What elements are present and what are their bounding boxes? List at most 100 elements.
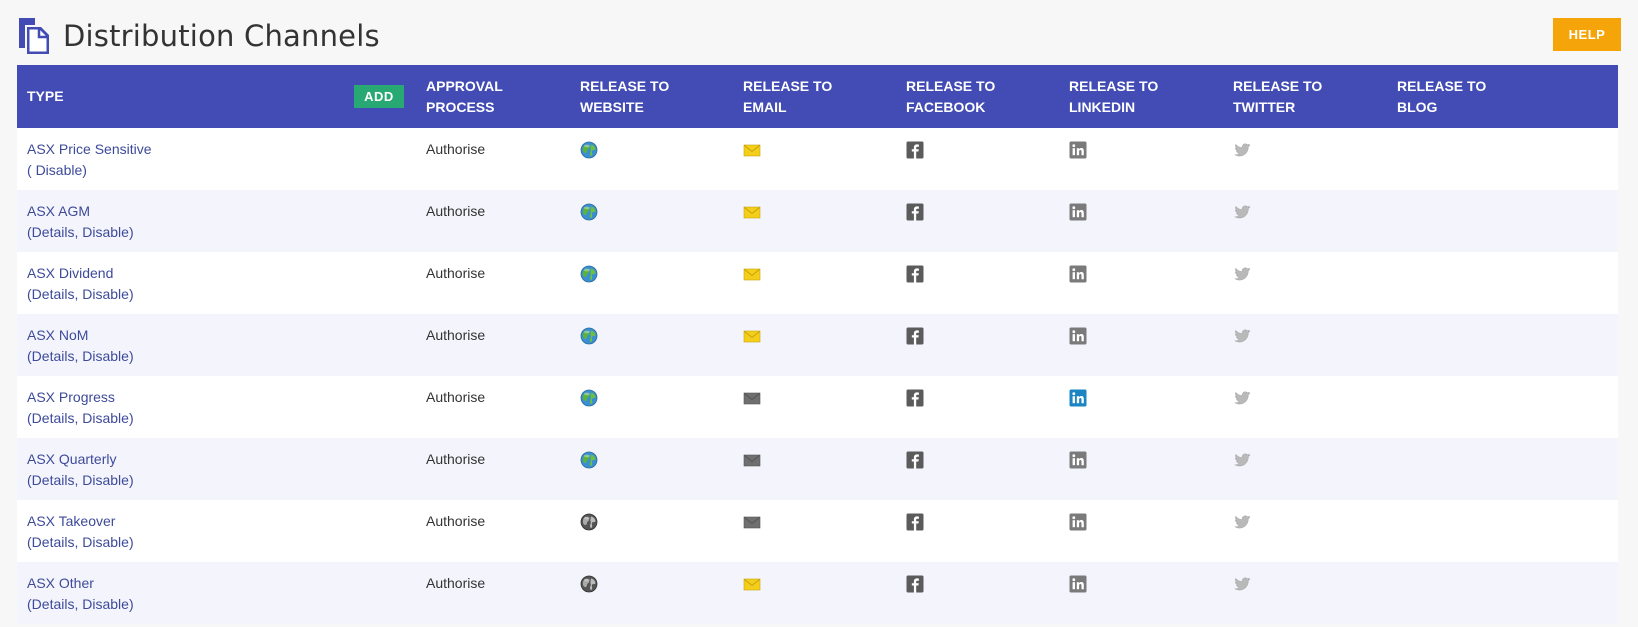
website-cell (570, 438, 733, 500)
table-row: ASX NoM (Details, Disable) Authorise (17, 314, 1618, 376)
details-link[interactable]: Details (31, 534, 75, 550)
envelope-icon[interactable] (743, 203, 761, 221)
help-button[interactable]: HELP (1553, 18, 1621, 51)
type-name-link[interactable]: ASX AGM (27, 203, 91, 219)
paren-close: ) (128, 348, 134, 364)
type-name-link[interactable]: ASX Takeover (27, 513, 116, 529)
globe-icon[interactable] (580, 203, 598, 221)
facebook-icon[interactable] (906, 141, 924, 159)
linkedin-icon[interactable] (1069, 575, 1087, 593)
website-cell (570, 128, 733, 190)
type-name-link[interactable]: ASX Price Sensitive (27, 141, 152, 157)
twitter-icon[interactable] (1233, 513, 1251, 531)
facebook-icon[interactable] (906, 327, 924, 345)
paren-open: ( (27, 534, 32, 550)
approval-process: Authorise (426, 327, 486, 343)
type-name-link[interactable]: ASX NoM (27, 327, 89, 343)
globe-icon[interactable] (580, 389, 598, 407)
twitter-icon[interactable] (1233, 203, 1251, 221)
disable-link[interactable]: Disable (82, 534, 129, 550)
twitter-cell (1223, 128, 1387, 190)
facebook-icon[interactable] (906, 451, 924, 469)
facebook-cell (896, 314, 1059, 376)
disable-link[interactable]: Disable (82, 286, 129, 302)
details-link[interactable]: Details (31, 224, 75, 240)
envelope-icon[interactable] (743, 451, 761, 469)
twitter-cell (1223, 252, 1387, 314)
globe-icon[interactable] (580, 575, 598, 593)
details-link[interactable]: Details (31, 348, 75, 364)
details-link[interactable]: Details (31, 596, 75, 612)
type-name-link[interactable]: ASX Other (27, 575, 94, 591)
header-twitter-line1: RELEASE TO (1233, 77, 1323, 94)
linkedin-icon[interactable] (1069, 451, 1087, 469)
twitter-icon[interactable] (1233, 451, 1251, 469)
disable-link[interactable]: Disable (82, 472, 129, 488)
envelope-icon[interactable] (743, 265, 761, 283)
twitter-icon[interactable] (1233, 389, 1251, 407)
details-link[interactable]: Details (31, 410, 75, 426)
disable-link[interactable]: Disable (82, 224, 129, 240)
type-cell: ASX Dividend (Details, Disable) (17, 252, 416, 314)
type-name-link[interactable]: ASX Dividend (27, 265, 114, 281)
separator: , (74, 410, 83, 426)
linkedin-icon[interactable] (1069, 265, 1087, 283)
envelope-icon[interactable] (743, 327, 761, 345)
linkedin-icon[interactable] (1069, 141, 1087, 159)
type-name-link[interactable]: ASX Progress (27, 389, 115, 405)
approval-cell: Authorise (416, 438, 570, 500)
linkedin-icon[interactable] (1069, 203, 1087, 221)
header-email-line1: RELEASE TO (743, 77, 833, 94)
table-header-row: TYPE ADD APPROVAL PROCESS RELEASE TO WEBSI… (17, 65, 1618, 128)
facebook-icon[interactable] (906, 575, 924, 593)
add-type-button[interactable]: ADD (354, 85, 404, 108)
details-link[interactable]: Details (31, 472, 75, 488)
twitter-icon[interactable] (1233, 141, 1251, 159)
globe-icon[interactable] (580, 327, 598, 345)
twitter-icon[interactable] (1233, 327, 1251, 345)
linkedin-cell (1059, 252, 1223, 314)
envelope-icon[interactable] (743, 389, 761, 407)
disable-link[interactable]: Disable (35, 162, 83, 178)
globe-icon[interactable] (580, 141, 598, 159)
distribution-channels-table: TYPE ADD APPROVAL PROCESS RELEASE TO WEBSI… (17, 65, 1618, 624)
twitter-icon[interactable] (1233, 265, 1251, 283)
globe-icon[interactable] (580, 513, 598, 531)
linkedin-icon[interactable] (1069, 513, 1087, 531)
linkedin-cell (1059, 314, 1223, 376)
paren-open: ( (27, 348, 32, 364)
table-row: ASX Dividend (Details, Disable) Authorise (17, 252, 1618, 314)
envelope-icon[interactable] (743, 575, 761, 593)
envelope-icon[interactable] (743, 513, 761, 531)
facebook-icon[interactable] (906, 265, 924, 283)
globe-icon[interactable] (580, 265, 598, 283)
facebook-icon[interactable] (906, 203, 924, 221)
header-approval: APPROVAL PROCESS (416, 65, 570, 128)
header-type: TYPE ADD (17, 65, 416, 128)
twitter-icon[interactable] (1233, 575, 1251, 593)
details-link[interactable]: Details (31, 286, 75, 302)
type-name-link[interactable]: ASX Quarterly (27, 451, 117, 467)
linkedin-cell (1059, 190, 1223, 252)
facebook-icon[interactable] (906, 389, 924, 407)
separator: , (74, 534, 83, 550)
disable-link[interactable]: Disable (82, 410, 129, 426)
disable-link[interactable]: Disable (82, 596, 129, 612)
type-cell: ASX Takeover (Details, Disable) (17, 500, 416, 562)
approval-cell: Authorise (416, 314, 570, 376)
header-linkedin-line2: LINKEDIN (1069, 98, 1136, 115)
facebook-icon[interactable] (906, 513, 924, 531)
header-linkedin: RELEASE TO LINKEDIN (1059, 65, 1223, 128)
type-cell: ASX Price Sensitive ( Disable) (17, 128, 416, 190)
globe-icon[interactable] (580, 451, 598, 469)
header-facebook: RELEASE TO FACEBOOK (896, 65, 1059, 128)
approval-cell: Authorise (416, 376, 570, 438)
paren-close: ) (128, 596, 134, 612)
envelope-icon[interactable] (743, 141, 761, 159)
linkedin-icon[interactable] (1069, 389, 1087, 407)
blog-cell (1387, 562, 1618, 624)
type-actions: (Details, Disable) (27, 532, 406, 553)
disable-link[interactable]: Disable (82, 348, 129, 364)
linkedin-icon[interactable] (1069, 327, 1087, 345)
paren-open: ( (27, 410, 32, 426)
